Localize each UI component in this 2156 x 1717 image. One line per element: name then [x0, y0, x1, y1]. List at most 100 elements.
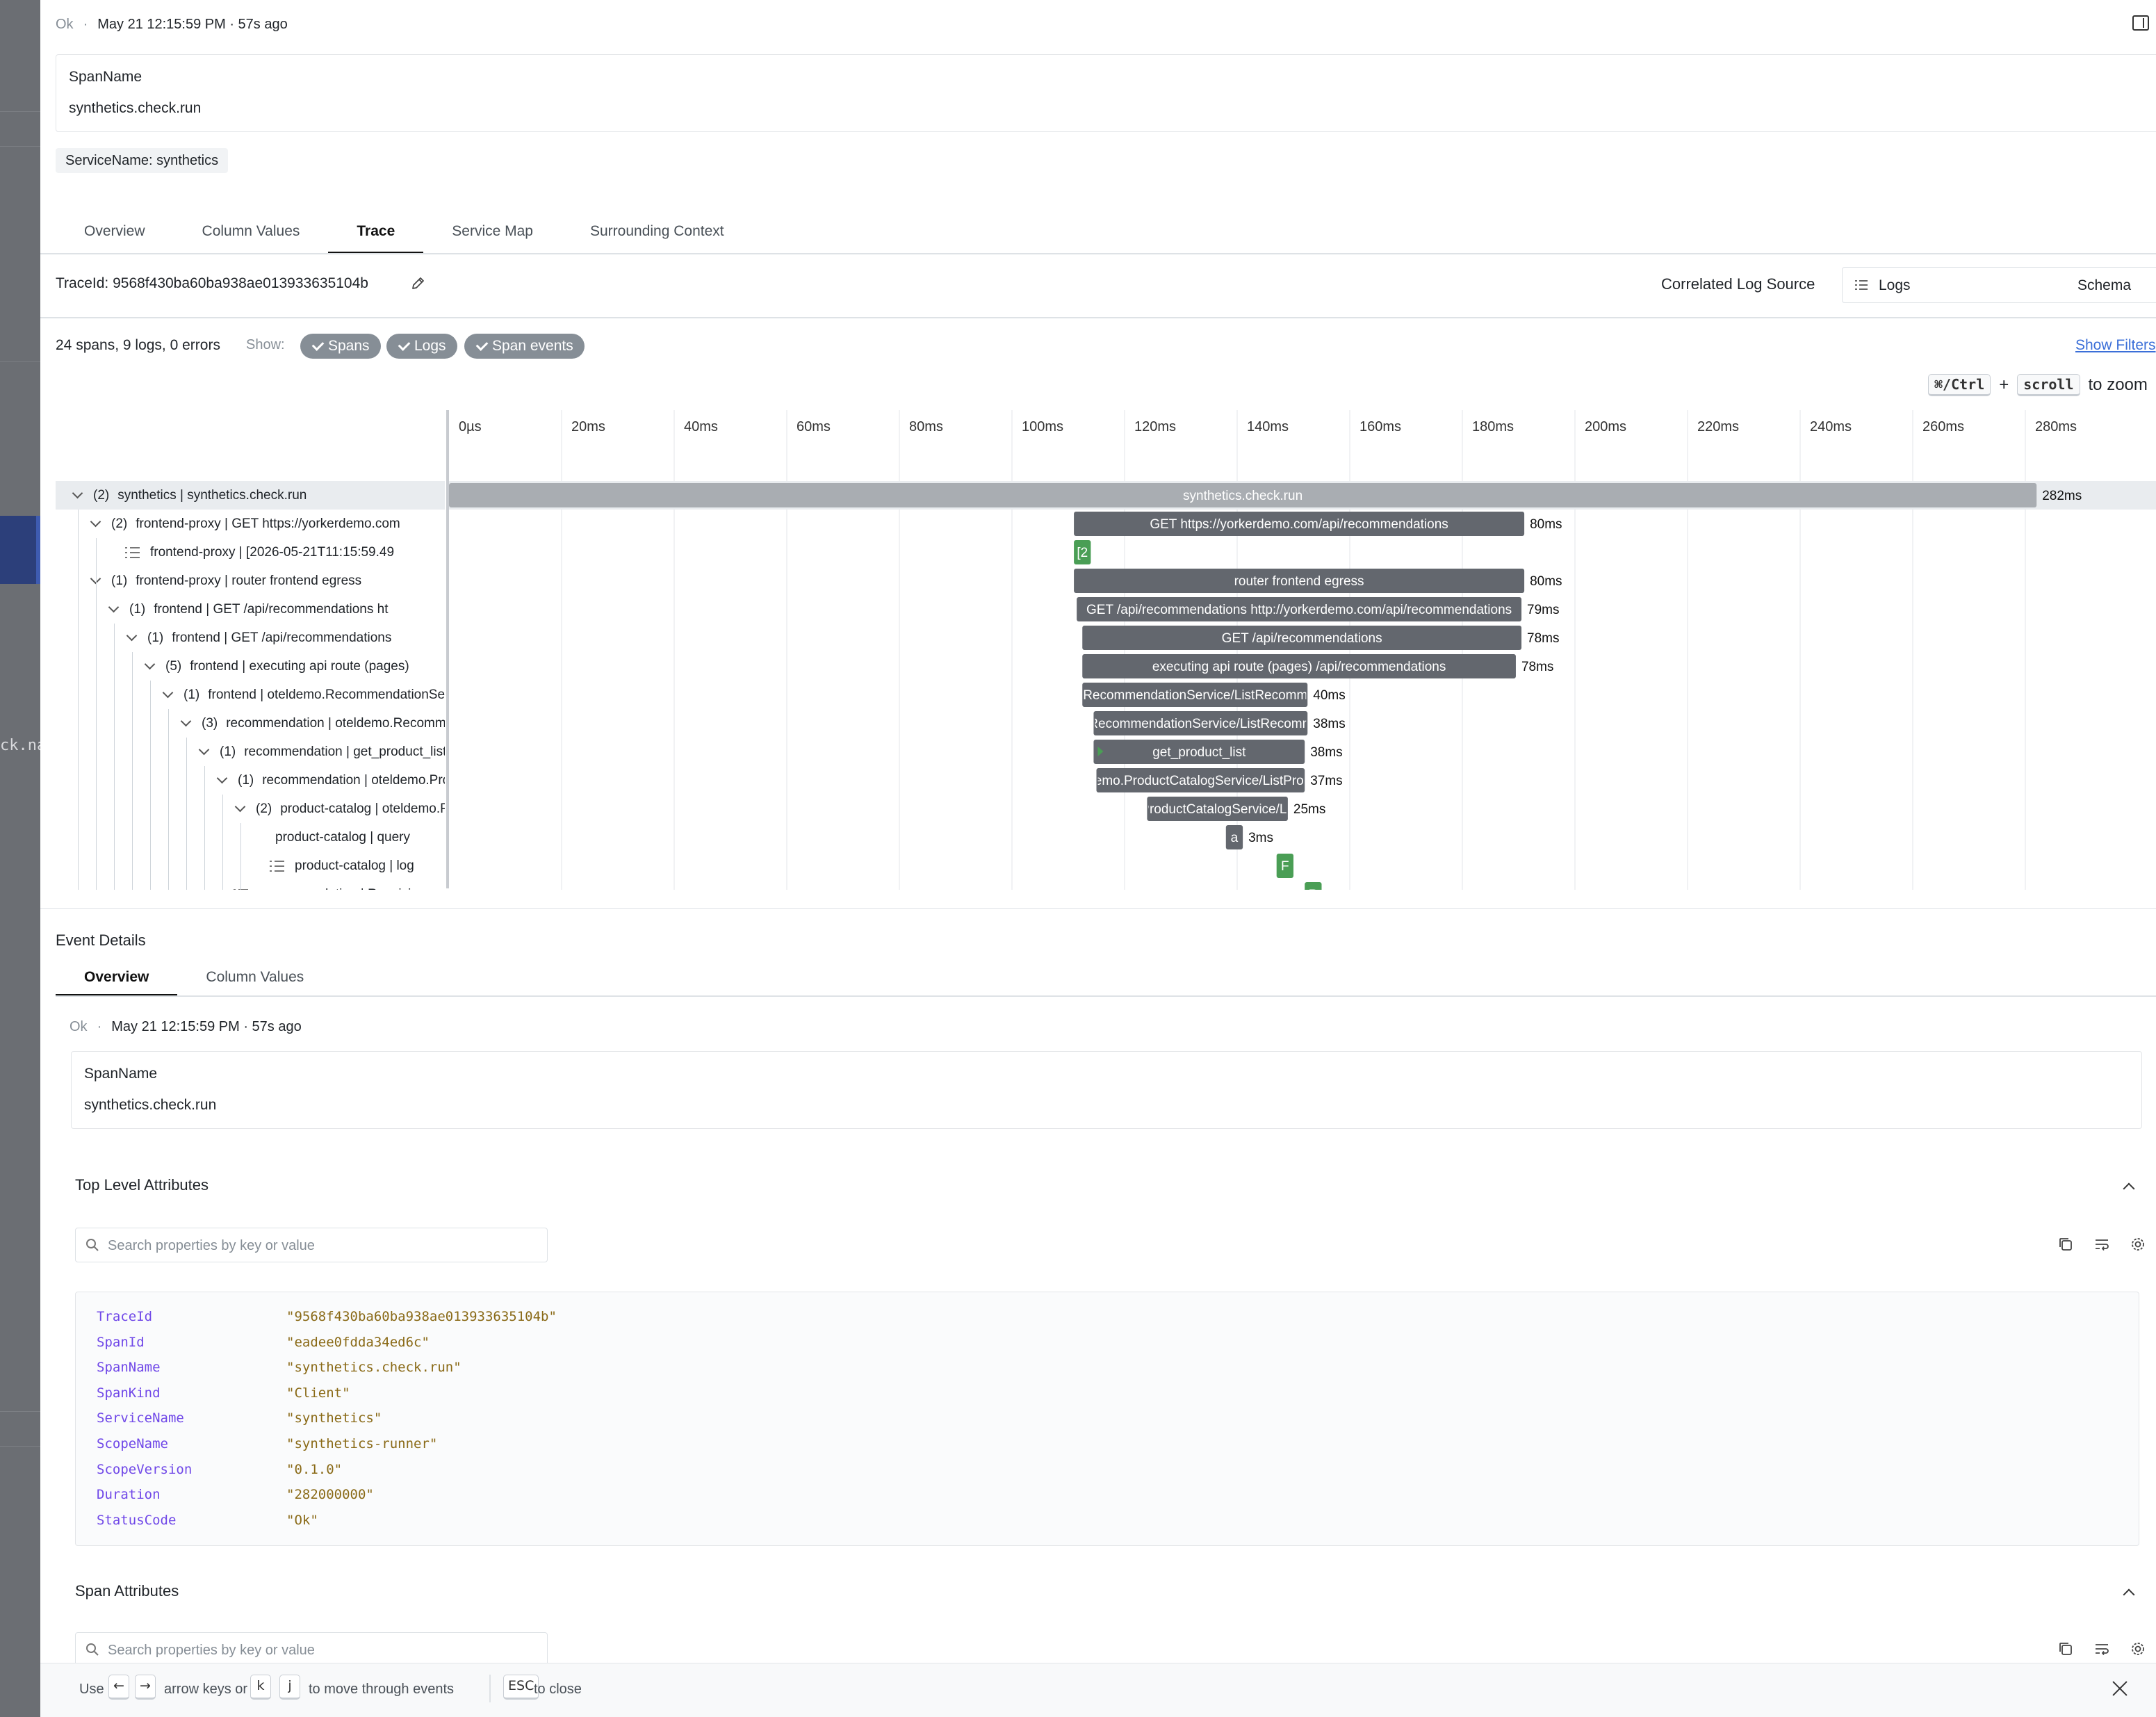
span-bar-label: oteldemo.ProductCatalogService/ListProdu… — [1066, 774, 1336, 788]
trace-tree-row[interactable]: (2) synthetics | synthetics.check.run — [56, 481, 445, 510]
trace-tree-row[interactable]: (1) recommendation | oteldemo.ProductCata… — [56, 766, 445, 795]
header-status-line: Ok · May 21 12:15:59 PM · 57s ago — [56, 17, 288, 32]
trace-tree-row[interactable]: product-catalog | log — [56, 852, 445, 880]
trace-row-label: frontend | oteldemo.RecommendationServic… — [208, 687, 445, 702]
scroll-key-hint: scroll — [2017, 374, 2080, 396]
gear-icon[interactable] — [2130, 1641, 2146, 1657]
attribute-key: ScopeName — [97, 1436, 168, 1451]
log-lines-icon — [270, 860, 284, 872]
background-text-fragment: ck.na — [0, 737, 40, 754]
top-level-search — [75, 1228, 548, 1262]
trace-row-label: frontend | GET /api/recommendations ht — [154, 601, 389, 617]
timeline-tick-label: 20ms — [571, 419, 605, 434]
attribute-key: ScopeVersion — [97, 1461, 193, 1477]
trace-tree-row[interactable]: (5) frontend | executing api route (pages… — [56, 652, 445, 681]
timestamp: May 21 12:15:59 PM · 57s ago — [97, 17, 288, 32]
top-level-search-input[interactable] — [108, 1235, 539, 1256]
edit-pencil-icon[interactable] — [410, 276, 425, 291]
service-name-chip[interactable]: ServiceName: synthetics — [56, 148, 229, 173]
footer-separator — [489, 1675, 491, 1702]
close-icon[interactable] — [2110, 1679, 2130, 1698]
wrap-lines-icon[interactable] — [2093, 1236, 2110, 1253]
trace-tree-row[interactable]: recommendation | Receiving request — [56, 880, 445, 890]
chevron-down-icon[interactable] — [232, 801, 249, 817]
trace-tree-row[interactable]: (2) frontend-proxy | GET https://yorkerde… — [56, 510, 445, 538]
show-filters-link[interactable]: Show Filters — [2075, 337, 2156, 353]
tab-trace[interactable]: Trace — [328, 209, 424, 254]
timeline-tick-label: 60ms — [797, 419, 831, 434]
trace-row-label: recommendation | get_product_list — [244, 744, 445, 759]
filter-logs-toggle[interactable]: Logs — [386, 334, 457, 359]
chevron-down-icon[interactable] — [196, 744, 213, 760]
trace-tree-row[interactable]: (3) recommendation | oteldemo.Recommendat… — [56, 709, 445, 738]
chevron-down-icon[interactable] — [70, 487, 86, 504]
tree-guide-line — [96, 538, 97, 890]
attributes-json-view: TraceId "9568f430ba60ba938ae013933635104b… — [75, 1292, 2139, 1546]
trace-row-label: frontend | executing api route (pages) — [190, 658, 409, 674]
span-bar-label: router frontend egress — [1234, 574, 1364, 589]
span-bar-label: F — [1281, 859, 1289, 874]
trace-tree-row[interactable]: (2) product-catalog | oteldemo.ProductCat… — [56, 795, 445, 823]
zoom-hint: ⌘/Ctrl + scroll to zoom — [1928, 374, 2148, 396]
span-duration-label: 282ms — [2042, 489, 2082, 503]
trace-tree-row[interactable]: (1) frontend | GET /api/recommendations — [56, 624, 445, 652]
span-bar-label: oteldemo.RecommendationService/ListRecom… — [1025, 688, 1365, 703]
gear-icon[interactable] — [2130, 1236, 2146, 1253]
log-source-select[interactable]: Logs Schema — [1842, 267, 2156, 303]
child-count: (1) — [111, 573, 128, 588]
tab-service-map[interactable]: Service Map — [452, 223, 533, 239]
event-status-text: Ok — [70, 1019, 88, 1034]
timeline-tick-label: 180ms — [1472, 419, 1514, 434]
chevron-down-icon[interactable] — [106, 601, 122, 618]
chevron-down-icon[interactable] — [88, 516, 104, 532]
wrap-lines-icon[interactable] — [2093, 1641, 2110, 1657]
trace-tree-row[interactable]: (1) frontend-proxy | router frontend egre… — [56, 567, 445, 595]
chevron-down-icon[interactable] — [214, 772, 231, 789]
attribute-key: SpanId — [97, 1334, 145, 1350]
tree-guide-line — [132, 652, 133, 890]
chevron-down-icon[interactable] — [160, 687, 177, 703]
chevron-down-icon[interactable] — [124, 630, 140, 646]
trace-tree-row[interactable]: frontend-proxy | [2026-05-21T11:15:59.49 — [56, 538, 445, 567]
footer-arrow-text: arrow keys or — [164, 1682, 248, 1697]
span-duration-label: 78ms — [1527, 631, 1559, 646]
span-attributes-search-input[interactable] — [108, 1640, 539, 1661]
chevron-down-icon[interactable] — [178, 715, 195, 732]
attribute-value: "eadee0fdda34ed6c" — [286, 1334, 430, 1350]
list-icon — [1855, 280, 1868, 290]
copy-icon[interactable] — [2057, 1236, 2074, 1253]
collapse-span-attributes-icon[interactable] — [2123, 1586, 2134, 1597]
filter-span-events-toggle[interactable]: Span events — [464, 334, 585, 359]
tab-event-column-values[interactable]: Column Values — [206, 969, 304, 985]
trace-tree: (2) synthetics | synthetics.check.run (2) f… — [56, 410, 445, 890]
tab-overview[interactable]: Overview — [84, 223, 145, 239]
trace-row-label: recommendation | oteldemo.Recommendation… — [226, 715, 445, 731]
trace-row-label: frontend | GET /api/recommendations — [172, 630, 392, 645]
tab-event-overview[interactable]: Overview — [56, 958, 178, 997]
schema-label[interactable]: Schema — [2077, 277, 2132, 293]
panel-toggle-icon[interactable] — [2132, 15, 2149, 31]
trace-tree-row[interactable]: product-catalog | query — [56, 823, 445, 852]
span-bar — [1096, 768, 1305, 792]
span-bar-label: [2 — [1077, 546, 1088, 560]
keyboard-hint-footer: Use ← → arrow keys or k j to move throug… — [40, 1663, 2156, 1717]
trace-row-label: product-catalog | query — [275, 829, 410, 845]
tree-guide-line — [186, 738, 187, 890]
zoom-hint-text: to zoom — [2088, 375, 2148, 394]
tree-guide-line — [78, 510, 79, 890]
chevron-down-icon[interactable] — [142, 658, 158, 675]
copy-icon[interactable] — [2057, 1641, 2074, 1657]
tab-column-values[interactable]: Column Values — [202, 223, 300, 239]
tab-surrounding-context[interactable]: Surrounding Context — [590, 223, 724, 239]
tree-resize-handle[interactable] — [446, 410, 449, 888]
span-bar — [1074, 569, 1525, 593]
status-text: Ok — [56, 17, 74, 32]
trace-bottom-divider — [40, 908, 2156, 909]
timeline-chart: 0µs 20ms 40ms 60ms 80ms 100ms 120ms 140ms 160ms 1… — [449, 410, 2156, 890]
trace-row-label: product-catalog | log — [295, 858, 414, 873]
collapse-top-level-icon[interactable] — [2123, 1180, 2134, 1191]
trace-tree-row[interactable]: (1) frontend | oteldemo.RecommendationSer… — [56, 681, 445, 709]
trace-tree-row[interactable]: (1) recommendation | get_product_list — [56, 738, 445, 766]
filter-spans-toggle[interactable]: Spans — [300, 334, 381, 359]
trace-tree-row[interactable]: (1) frontend | GET /api/recommendations h… — [56, 595, 445, 624]
